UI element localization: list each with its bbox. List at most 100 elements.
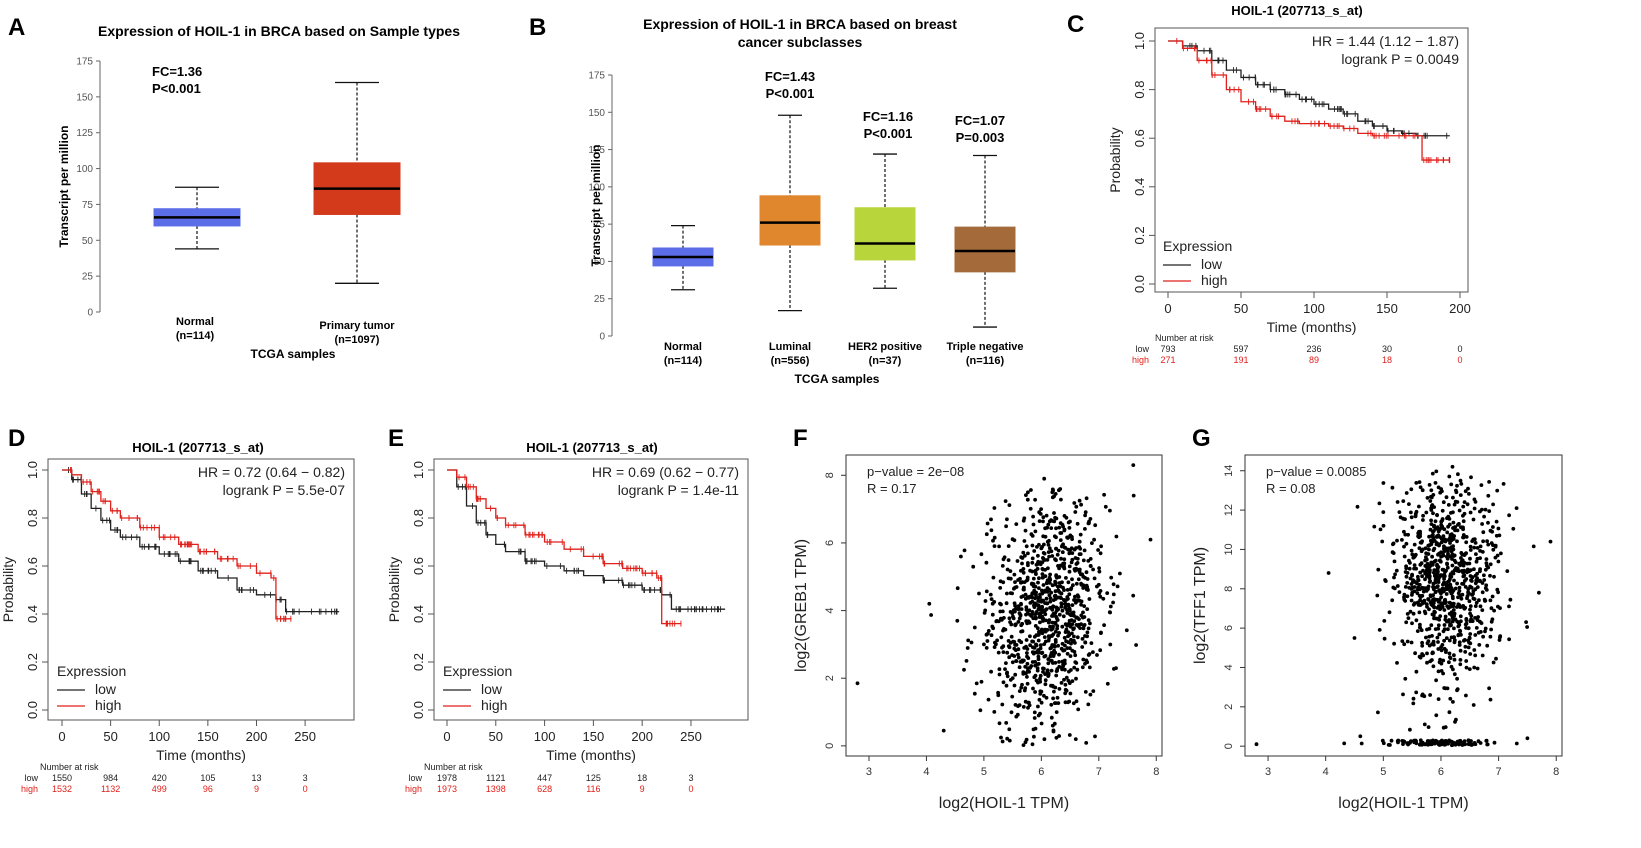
scatter-point [1047, 519, 1052, 524]
scatter-point [991, 538, 995, 543]
scatter-point [1446, 538, 1451, 542]
scatter-point [1040, 572, 1045, 576]
scatter-point [1001, 644, 1006, 649]
scatter-point [1028, 612, 1032, 617]
scatter-point [1375, 593, 1380, 598]
scatter-point [941, 728, 946, 733]
risk-count: 271 [1160, 355, 1175, 365]
scatter-point [1039, 507, 1043, 511]
scatter-point [1014, 522, 1019, 526]
x-tick-label: 100 [1303, 301, 1325, 316]
y-tick-label: 100 [588, 182, 605, 193]
scatter-point [1435, 513, 1439, 517]
scatter-point [1041, 551, 1046, 555]
category-n: (n=116) [966, 355, 1005, 367]
scatter-point [1376, 710, 1380, 715]
legend-label-high: high [481, 697, 507, 713]
scatter-point [1054, 710, 1059, 714]
scatter-point [1026, 551, 1030, 556]
scatter-point [1394, 568, 1399, 573]
scatter-point [1006, 639, 1011, 643]
scatter-point [1089, 641, 1094, 645]
scatter-point [1045, 525, 1049, 530]
risk-count: 597 [1233, 344, 1248, 354]
scatter-point [1019, 568, 1023, 573]
scatter-point [1455, 500, 1460, 504]
scatter-point [1045, 589, 1050, 594]
scatter-point [1053, 620, 1058, 625]
p-value-text: p−value = 2e−08 [867, 464, 964, 479]
scatter-point [1446, 503, 1451, 507]
scatter-point [999, 635, 1004, 640]
scatter-point [1032, 634, 1037, 639]
scatter-point [1053, 650, 1058, 655]
scatter-point [1457, 508, 1462, 513]
scatter-point [1426, 725, 1431, 729]
x-tick-label: 150 [583, 729, 605, 744]
scatter-point [1452, 613, 1456, 618]
scatter-point [1418, 625, 1422, 630]
scatter-point [1108, 508, 1112, 513]
scatter-point [1496, 559, 1501, 564]
scatter-point [1466, 626, 1471, 630]
scatter-point [1407, 502, 1411, 506]
scatter-point [1386, 743, 1391, 747]
scatter-point [1548, 539, 1553, 544]
scatter-point [1446, 627, 1450, 632]
scatter-point [1046, 522, 1051, 527]
scatter-point [1114, 534, 1119, 539]
scatter-point [1397, 510, 1402, 514]
scatter-point [1437, 575, 1442, 579]
scatter-point [1473, 587, 1478, 592]
scatter-point [1457, 585, 1462, 590]
scatter-point [1056, 643, 1060, 648]
fc-annotation-b: FC=1.43 [765, 69, 815, 84]
scatter-point [1442, 638, 1446, 643]
scatter-point [1400, 639, 1405, 643]
scatter-point [1414, 669, 1419, 674]
scatter-point [1458, 658, 1463, 662]
scatter-point [1411, 696, 1416, 701]
scatter-point [1410, 585, 1415, 590]
panel-letter-d: D [8, 425, 25, 452]
scatter-point [1083, 640, 1088, 645]
scatter-point [1487, 686, 1491, 691]
scatter-point [1434, 616, 1438, 621]
scatter-point [990, 601, 995, 606]
scatter-point [1062, 598, 1067, 603]
scatter-point [991, 626, 995, 631]
scatter-point [1486, 542, 1491, 547]
scatter-point [1013, 585, 1017, 590]
risk-count: 191 [1233, 355, 1248, 365]
scatter-point [1427, 564, 1432, 569]
scatter-point [1402, 544, 1406, 549]
scatter-point [1436, 640, 1440, 644]
scatter-point [1474, 626, 1479, 630]
risk-count: 1132 [101, 784, 120, 794]
scatter-point [1015, 559, 1020, 563]
scatter-point [1017, 638, 1022, 643]
scatter-point [1080, 665, 1085, 670]
scatter-point [992, 535, 997, 540]
scatter-point [1450, 590, 1454, 595]
scatter-point [1405, 639, 1410, 644]
scatter-point [1404, 541, 1409, 546]
scatter-point [1082, 623, 1087, 627]
scatter-point [1067, 592, 1072, 597]
scatter-point [1431, 642, 1436, 647]
legend-label-low: low [1201, 256, 1223, 272]
risk-count: 0 [688, 784, 693, 794]
x-axis-label: log2(HOIL-1 TPM) [1338, 795, 1468, 812]
scatter-point [1466, 638, 1471, 643]
scatter-point [1417, 582, 1422, 587]
scatter-point [1405, 741, 1410, 746]
scatter-point [1358, 734, 1363, 739]
scatter-point [1013, 642, 1017, 647]
scatter-point [1460, 581, 1464, 586]
scatter-point [1478, 604, 1483, 609]
scatter-point [1453, 525, 1457, 529]
scatter-point [1075, 521, 1080, 526]
scatter-point [1056, 701, 1061, 705]
scatter-point [1029, 488, 1033, 492]
scatter-point [1060, 667, 1064, 672]
